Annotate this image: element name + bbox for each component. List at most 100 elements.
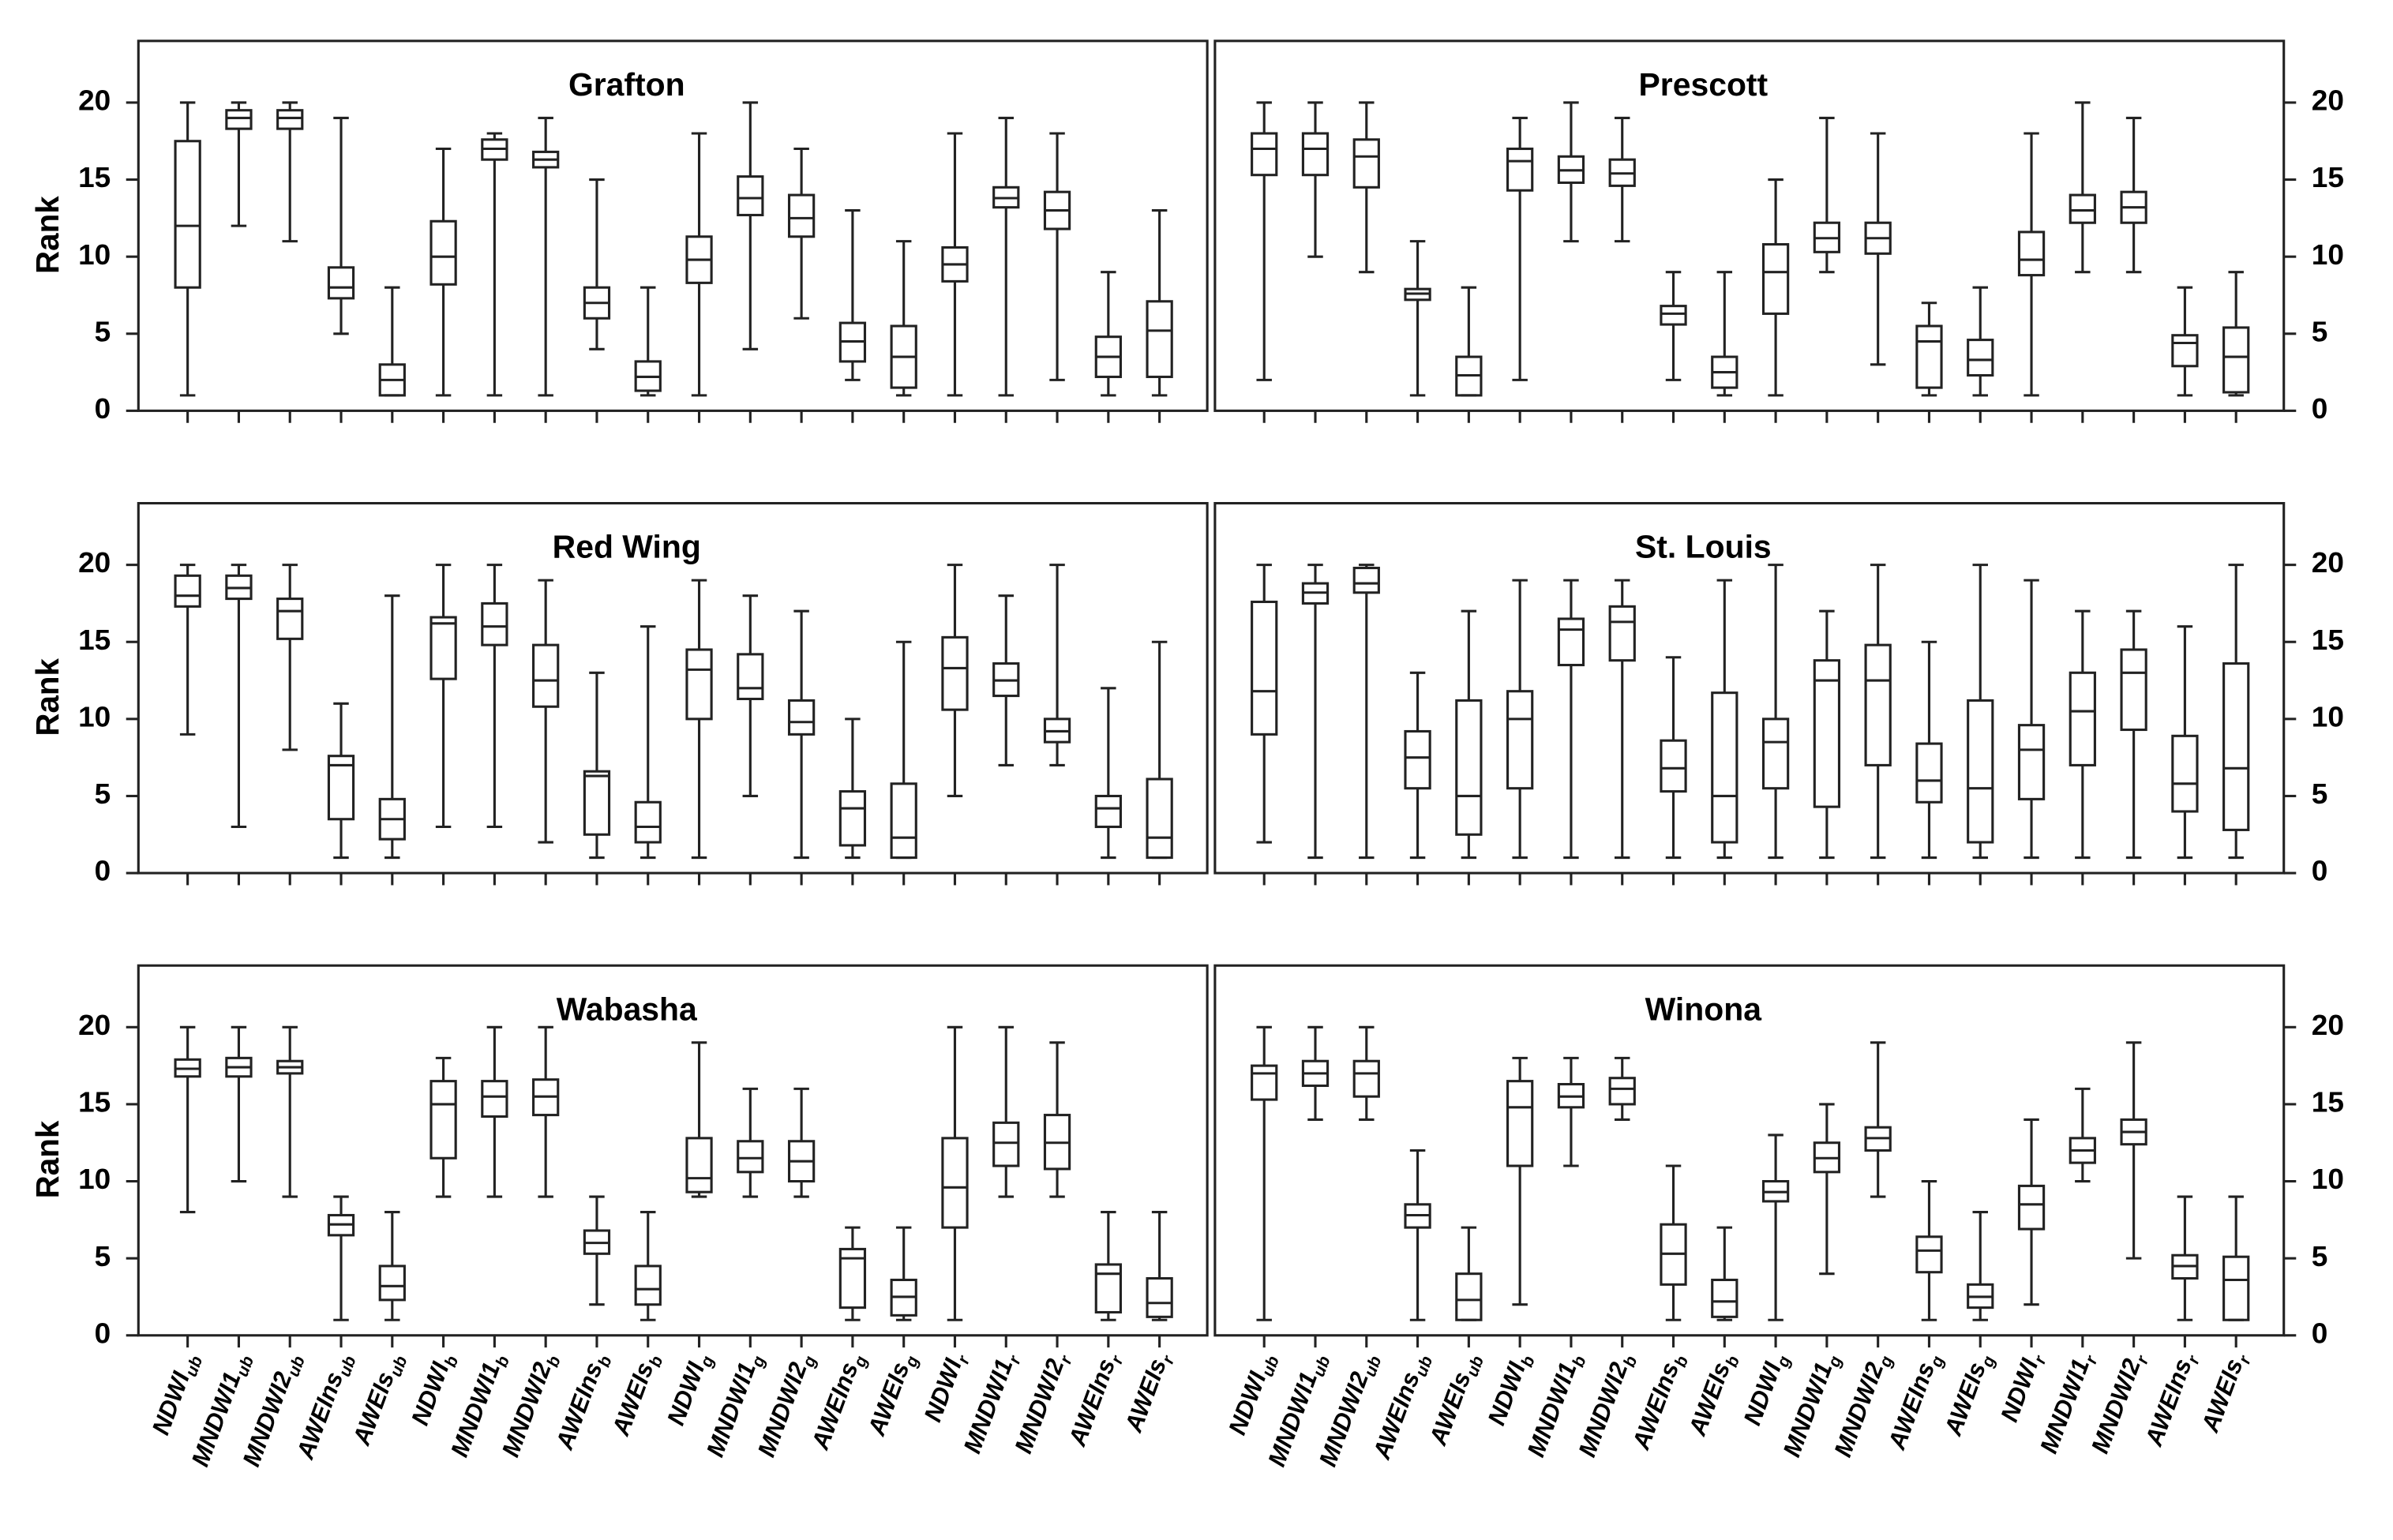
box-plot xyxy=(2069,609,2096,860)
x-tick-label: NDWIub xyxy=(146,1349,206,1440)
category-name: AWEIs xyxy=(1938,1358,1991,1440)
box xyxy=(685,648,713,721)
y-tick-label: 5 xyxy=(95,1240,111,1272)
category-name: MNDWI2 xyxy=(1573,1358,1633,1460)
box-plot xyxy=(1813,609,1841,860)
category-name: MNDWI1 xyxy=(1262,1368,1322,1470)
box xyxy=(1404,729,1431,790)
box xyxy=(2171,734,2199,813)
panel-frame xyxy=(1213,964,2286,1337)
box-plot xyxy=(378,286,406,397)
category-name: AWEIns xyxy=(1882,1358,1940,1453)
box xyxy=(429,219,457,286)
panel-frame xyxy=(1213,501,2286,875)
y-tick-label: 20 xyxy=(78,1009,111,1041)
box-plot xyxy=(1094,1211,1122,1321)
box xyxy=(2069,671,2096,766)
box xyxy=(174,574,201,608)
box-plot xyxy=(2222,1195,2250,1321)
y-tick-label: 20 xyxy=(78,84,111,117)
box-plot xyxy=(890,240,917,397)
panel-frame xyxy=(137,964,1209,1337)
box-plot xyxy=(1711,271,1738,397)
panel-title: Winona xyxy=(1645,991,1762,1028)
box-plot xyxy=(1864,564,1892,860)
panel-frame xyxy=(137,39,1209,412)
panel-title: Grafton xyxy=(568,66,685,103)
box xyxy=(1352,1059,1380,1098)
y-tick-label: 5 xyxy=(95,777,111,810)
category-name: AWEIs xyxy=(1423,1368,1476,1449)
x-tick-label: NDWIg xyxy=(1738,1349,1794,1430)
y-axis-label: Rank xyxy=(29,1120,66,1198)
box-plot xyxy=(1043,564,1071,766)
box xyxy=(1608,605,1636,662)
box-plot xyxy=(481,132,508,397)
box-plot xyxy=(1251,101,1278,381)
y-tick-label: 0 xyxy=(95,392,111,425)
box-plot xyxy=(838,209,867,381)
box xyxy=(1557,617,1585,667)
box-plot xyxy=(1404,671,1431,860)
category-name: NDWI xyxy=(918,1355,967,1426)
category-name: NDWI xyxy=(1482,1358,1531,1429)
box xyxy=(1660,739,1687,793)
box-plot xyxy=(1761,564,1790,860)
box xyxy=(2171,334,2199,368)
box xyxy=(2017,1184,2046,1231)
box-plot xyxy=(1608,116,1636,243)
box-plot xyxy=(225,1025,253,1183)
box-plot xyxy=(1251,1025,1278,1321)
box-plot xyxy=(2017,1118,2046,1306)
box xyxy=(2222,662,2250,831)
box-plot xyxy=(1094,271,1122,397)
panel-title: St. Louis xyxy=(1635,529,1772,565)
x-tick-label: NDWIg xyxy=(662,1349,718,1430)
x-tick-label: AWEIsg xyxy=(1938,1349,1999,1441)
y-axis-label: Rank xyxy=(29,196,66,274)
box xyxy=(1094,794,1122,829)
box-plot xyxy=(532,116,560,397)
category-name: AWEIs xyxy=(606,1358,659,1440)
box xyxy=(2222,326,2250,394)
y-tick-label: 15 xyxy=(2312,161,2344,193)
y-tick-label: 0 xyxy=(95,1317,111,1350)
box-plot xyxy=(1506,116,1534,381)
box-plot xyxy=(1557,1056,1585,1167)
box xyxy=(737,175,764,216)
x-tick-label: AWEIsr xyxy=(2196,1348,2256,1438)
box xyxy=(1352,138,1380,189)
box-plot xyxy=(1967,286,1994,397)
box-plot xyxy=(1251,564,1278,844)
box-plot xyxy=(583,671,611,860)
box-plot xyxy=(327,702,355,860)
box-plot xyxy=(1608,1056,1636,1121)
y-tick-label: 15 xyxy=(78,161,111,193)
box-plot xyxy=(890,640,917,860)
box-plot xyxy=(174,101,201,397)
box-plot xyxy=(1660,1164,1687,1321)
box-plot xyxy=(1915,640,1943,860)
box-plot xyxy=(429,564,457,829)
box-plot xyxy=(2222,564,2250,860)
box-plot xyxy=(2069,101,2096,274)
box-plot xyxy=(1352,101,1380,274)
box xyxy=(737,1140,764,1174)
box xyxy=(276,598,304,640)
box-plot xyxy=(1813,1103,1841,1276)
box-plot xyxy=(1301,101,1330,258)
box-plot xyxy=(378,594,406,860)
category-name: NDWI xyxy=(1223,1367,1272,1438)
box-plot xyxy=(327,1195,355,1321)
y-tick-label: 10 xyxy=(2312,1163,2344,1195)
box-plot xyxy=(481,1025,508,1198)
category-name: MNDWI1 xyxy=(445,1358,505,1460)
panel-title: Wabasha xyxy=(557,991,697,1028)
box xyxy=(327,755,355,821)
box-plot xyxy=(1455,286,1483,397)
category-name: NDWI xyxy=(406,1358,455,1429)
box-plot xyxy=(1043,132,1071,381)
y-tick-label: 20 xyxy=(78,546,111,579)
x-tick-label: AWEIsg xyxy=(862,1349,923,1441)
box-plot xyxy=(634,625,662,860)
